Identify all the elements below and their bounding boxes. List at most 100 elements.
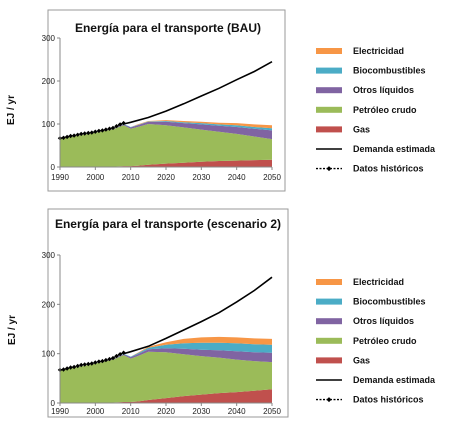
legend-swatch: [316, 279, 342, 285]
legend-label: Demanda estimada: [353, 144, 436, 154]
x-tick-label: 2030: [192, 173, 210, 182]
historical-point: [61, 135, 66, 140]
legend-label: Otros líquidos: [353, 316, 414, 326]
area-gas: [60, 159, 272, 167]
y-tick-label: 0: [51, 163, 56, 172]
area-otros-liquidos: [60, 348, 272, 370]
legend-label: Gas: [353, 355, 370, 365]
historical-point: [117, 122, 123, 127]
legend-label: Electricidad: [353, 46, 404, 56]
legend-item-gas: Gas: [316, 124, 370, 134]
legend-item-datos-historicos: Datos históricos: [316, 164, 424, 174]
legend-item-demanda-estimada: Demanda estimada: [316, 375, 436, 385]
legend-swatch: [316, 87, 342, 94]
historical-point: [103, 127, 109, 132]
legend-swatch: [316, 357, 342, 364]
legend-label: Datos históricos: [353, 164, 424, 174]
y-axis-label: EJ / yr: [7, 315, 18, 345]
line-layer: [57, 276, 273, 373]
y-tick-label: 300: [42, 251, 56, 260]
legend-label: Gas: [353, 124, 370, 134]
legend-item-datos-historicos: Datos históricos: [316, 395, 424, 405]
x-tick-label: 2010: [122, 173, 140, 182]
area-otros-liquidos: [60, 121, 272, 140]
axes: 0 100 200 300 1990 2000 2010 2020 2030 2040 2050: [42, 34, 282, 182]
historical-point: [96, 359, 102, 364]
legend-label: Electricidad: [353, 277, 404, 287]
x-tick-label: 2050: [263, 407, 281, 416]
historical-point: [79, 362, 84, 368]
historical-point: [64, 366, 70, 371]
legend-label: Otros líquidos: [353, 85, 414, 95]
chart-bau: Energía para el transporte (BAU) EJ / yr…: [6, 9, 436, 192]
legend-label: Biocombustibles: [353, 297, 426, 307]
y-tick-label: 200: [42, 77, 56, 86]
legend-item-petroleo-crudo: Petróleo crudo: [316, 336, 417, 346]
area-biocombustibles: [60, 342, 272, 370]
historical-point: [71, 133, 77, 138]
area-petroleo-crudo: [60, 124, 272, 167]
legend-swatch: [316, 126, 342, 133]
legend-label: Datos históricos: [353, 395, 424, 405]
legend-item-biocombustibles: Biocombustibles: [316, 297, 426, 307]
area-biocombustibles: [60, 121, 272, 139]
chart-title: Energía para el transporte (escenario 2): [55, 217, 281, 231]
historical-point: [89, 361, 94, 366]
line-demanda-estimada: [123, 276, 273, 355]
line-layer: [57, 61, 273, 141]
legend-item-biocombustibles: Biocombustibles: [316, 66, 426, 76]
historical-point: [93, 360, 98, 365]
historical-point: [107, 126, 112, 131]
legend-swatch: [316, 298, 342, 305]
legend: Electricidad Biocombustibles Otros líquido…: [316, 277, 436, 405]
y-tick-label: 200: [42, 300, 56, 309]
chart-panel-bau: Energía para el transporte (BAU) EJ / yr…: [0, 0, 470, 205]
chart-panel-escenario-2: Energía para el transporte (escenario 2)…: [0, 205, 470, 421]
historical-point: [79, 131, 84, 137]
legend-swatch: [316, 318, 342, 325]
y-axis-label: EJ / yr: [6, 95, 17, 125]
legend: Electricidad Biocombustibles Otros líquido…: [316, 46, 436, 174]
legend-item-demanda-estimada: Demanda estimada: [316, 144, 436, 154]
y-tick-label: 300: [42, 34, 56, 43]
legend-item-electricidad: Electricidad: [316, 46, 404, 56]
historical-point: [96, 128, 102, 134]
historical-point: [121, 350, 126, 355]
historical-point: [107, 356, 112, 362]
area-electricidad: [60, 336, 272, 370]
historical-point: [86, 130, 91, 136]
x-tick-label: 2040: [228, 407, 246, 416]
x-tick-label: 2050: [263, 173, 281, 182]
legend-item-electricidad: Electricidad: [316, 277, 404, 287]
area-gas: [60, 389, 272, 403]
historical-point: [68, 365, 73, 370]
historical-point: [64, 134, 70, 140]
legend-swatch: [316, 337, 342, 344]
historical-point: [93, 129, 98, 134]
historical-point: [114, 124, 119, 129]
x-tick-label: 2020: [157, 173, 175, 182]
axes: 0 100 200 300 1990 2000 2010 2020 2030 2040 2050: [42, 251, 282, 416]
historical-point: [82, 131, 87, 136]
x-tick-label: 2040: [228, 173, 246, 182]
x-tick-label: 2030: [192, 407, 210, 416]
y-tick-label: 0: [51, 399, 56, 408]
line-demanda-estimada: [123, 61, 273, 125]
legend-swatch: [316, 48, 342, 54]
historical-point: [117, 352, 123, 357]
historical-point: [121, 120, 126, 126]
chart-escenario-2: Energía para el transporte (escenario 2)…: [7, 208, 436, 418]
x-tick-label: 1990: [51, 407, 69, 416]
historical-point: [103, 357, 109, 363]
historical-point: [61, 367, 66, 372]
legend-swatch: [316, 67, 342, 74]
area-layer: [60, 120, 272, 167]
legend-swatch: [316, 106, 342, 113]
historical-point: [100, 358, 105, 364]
legend-marker: [326, 397, 332, 403]
legend-item-gas: Gas: [316, 355, 370, 365]
historical-point: [71, 364, 77, 370]
legend-marker: [326, 166, 332, 172]
legend-label: Petróleo crudo: [353, 336, 417, 346]
historical-point: [110, 355, 116, 361]
